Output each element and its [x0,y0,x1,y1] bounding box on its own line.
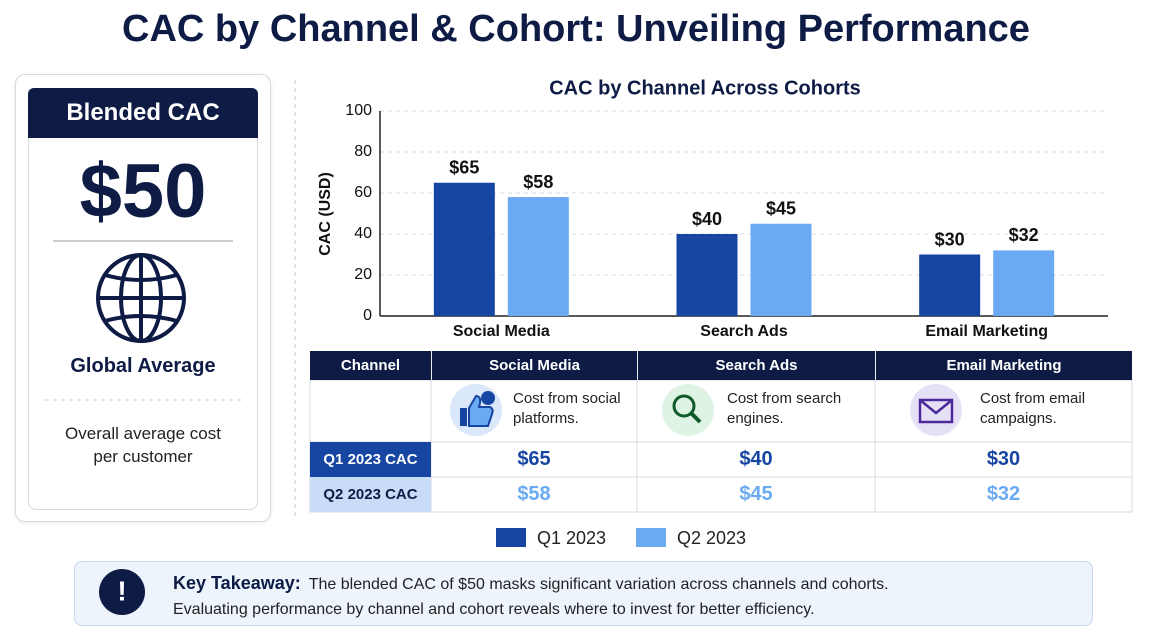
table-value: $32 [986,483,1021,505]
row-label-bg [310,477,431,512]
chart-title: CAC by Channel Across Cohorts [549,77,861,99]
y-tick-label: 20 [354,266,372,283]
y-tick-label: 40 [354,225,372,242]
table-header: Search Ads [638,351,875,380]
channel-description: Cost from social platforms. [513,390,621,427]
bar [433,182,495,316]
kpi-value: $50 [79,149,207,234]
kpi-description: Overall average cost per customer [65,424,221,466]
takeaway-box [74,561,1093,626]
table-value: $45 [739,483,773,505]
table-value: $40 [739,448,773,470]
takeaway-label: Key Takeaway: [173,573,301,593]
kpi-card [15,74,271,522]
takeaway-line: Evaluating performance by channel and co… [173,601,815,618]
table-header: Social Media [432,351,637,380]
legend-swatch [636,528,666,547]
value-label: $40 [692,209,722,229]
y-axis-label: CAC (USD) [317,172,334,256]
alert-mark: ! [117,575,126,606]
takeaway-text: Key Takeaway: The blended CAC of $50 mask… [173,571,889,622]
table-header: Channel [310,351,431,380]
bar [676,234,738,316]
value-label: $45 [766,199,796,219]
value-label: $30 [935,229,965,249]
row-label: Q2 2023 CAC [323,486,418,503]
alert-icon [99,569,145,615]
bar [919,254,981,316]
table-value: $58 [517,483,551,505]
table-body [309,379,1133,513]
x-tick-label: Social Media [453,323,550,340]
legend-swatch [496,528,526,547]
table-header: Email Marketing [876,351,1132,380]
y-tick-label: 0 [363,307,372,324]
value-label: $58 [523,172,553,192]
value-label: $32 [1009,225,1039,245]
bar [750,223,812,316]
y-tick-label: 60 [354,184,372,201]
page-title: CAC by Channel & Cohort: Unveiling Perfo… [122,8,1030,50]
bar [993,250,1055,316]
row-label-bg [310,442,431,477]
legend-label: Q2 2023 [677,528,746,548]
kpi-header: Blended CAC [28,88,258,138]
bar [507,197,569,316]
kpi-label: Global Average [70,355,216,377]
email-icon [910,384,962,436]
y-tick-label: 80 [354,143,372,160]
table-value: $65 [517,448,551,470]
x-tick-label: Email Marketing [925,323,1048,340]
search-icon [662,384,714,436]
row-label: Q1 2023 CAC [323,451,418,468]
channel-description: Cost from email campaigns. [980,390,1086,427]
globe-icon [96,253,186,343]
legend-label: Q1 2023 [537,528,606,548]
x-tick-label: Search Ads [700,323,788,340]
y-tick-label: 100 [345,102,372,119]
table-value: $30 [986,448,1021,470]
takeaway-line: The blended CAC of $50 masks significant… [308,576,889,593]
social-icon [450,384,502,436]
value-label: $65 [449,158,479,178]
channel-description: Cost from search engines. [727,390,842,427]
